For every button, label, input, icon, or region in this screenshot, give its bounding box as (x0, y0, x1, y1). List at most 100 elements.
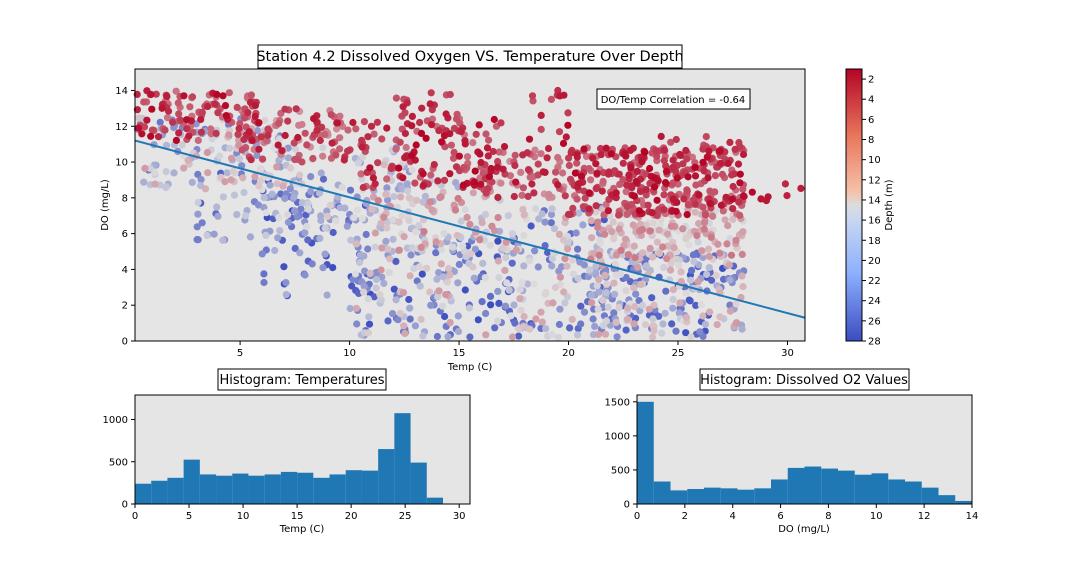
scatter-point (672, 207, 680, 215)
scatter-point (532, 315, 540, 323)
scatter-point (629, 221, 637, 229)
scatter-point (428, 206, 436, 214)
scatter-point (494, 237, 502, 245)
scatter-point (427, 171, 435, 179)
scatter-point (510, 301, 518, 309)
scatter-point (438, 246, 446, 254)
scatter-point (611, 260, 620, 268)
x-tick-label: 10 (870, 511, 883, 522)
scatter-point (651, 183, 659, 191)
scatter-point (309, 154, 317, 163)
x-tick-label: 30 (781, 348, 794, 359)
scatter-point (554, 181, 562, 189)
scatter-point (332, 151, 340, 159)
scatter-point (655, 226, 663, 234)
scatter-point (442, 110, 450, 118)
scatter-point (635, 207, 643, 215)
colorbar-tick-label: 6 (868, 115, 874, 126)
scatter-point (219, 236, 227, 244)
scatter-point (390, 192, 398, 201)
scatter-point (225, 89, 233, 97)
scatter-point (371, 229, 379, 237)
scatter-point (484, 152, 492, 160)
scatter-point (437, 260, 445, 268)
temp-hist-title: Histogram: Temperatures (219, 373, 384, 388)
scatter-point (358, 136, 366, 144)
scatter-point (526, 325, 534, 333)
scatter-point (175, 129, 183, 137)
colorbar-tick-label: 12 (868, 175, 881, 186)
scatter-point (524, 280, 532, 288)
scatter-point (395, 218, 403, 226)
scatter-point (559, 236, 568, 244)
scatter-point (520, 232, 528, 240)
scatter-point (380, 279, 388, 287)
scatter-point (783, 192, 791, 200)
scatter-point (291, 207, 299, 215)
scatter-point (575, 180, 583, 188)
scatter-point (675, 309, 683, 317)
scatter-point (400, 322, 408, 330)
histogram-bar (888, 479, 905, 504)
scatter-point (695, 219, 703, 228)
scatter-point (653, 196, 661, 204)
scatter-point (485, 136, 493, 144)
scatter-point (619, 176, 627, 184)
scatter-point (438, 138, 446, 146)
scatter-point (197, 128, 205, 136)
scatter-point (255, 145, 263, 153)
scatter-point (630, 320, 638, 328)
scatter-point (426, 288, 434, 296)
scatter-point (323, 291, 331, 299)
scatter-point (378, 244, 386, 252)
scatter-point (718, 170, 727, 178)
scatter-point (346, 304, 354, 313)
scatter-point (518, 191, 526, 199)
scatter-point (716, 147, 724, 155)
scatter-point (455, 152, 463, 160)
x-tick-label: 4 (730, 511, 736, 522)
scatter-point (520, 322, 528, 330)
histogram-bar (821, 468, 838, 504)
scatter-point (449, 154, 458, 162)
scatter-point (569, 270, 578, 278)
scatter-point (453, 231, 461, 240)
scatter-point (617, 246, 625, 254)
scatter-point (279, 182, 287, 190)
scatter-point (554, 86, 562, 95)
scatter-point (177, 116, 185, 124)
scatter-point (383, 175, 391, 183)
scatter-point (235, 136, 243, 144)
scatter-point (466, 220, 474, 228)
scatter-point (709, 212, 717, 220)
scatter-point (281, 194, 289, 203)
scatter-point (479, 259, 487, 267)
scatter-point (227, 154, 236, 162)
colorbar-label: Depth (m) (884, 179, 895, 230)
scatter-point (694, 238, 702, 246)
scatter-point (301, 229, 309, 237)
scatter-point (661, 309, 669, 317)
scatter-point (688, 153, 697, 161)
scatter-point (669, 295, 677, 303)
scatter-point (225, 131, 233, 139)
scatter-point (689, 251, 698, 259)
scatter-point (615, 303, 623, 312)
scatter-point (532, 205, 540, 213)
scatter-point (219, 193, 227, 201)
scatter-point (411, 322, 419, 330)
scatter-point (707, 233, 715, 241)
scatter-point (634, 263, 642, 271)
scatter-point (549, 299, 557, 307)
scatter-point (257, 133, 265, 141)
scatter-point (446, 170, 454, 178)
scatter-point (512, 178, 520, 186)
scatter-point (194, 136, 202, 144)
scatter-point (408, 112, 416, 120)
scatter-point (251, 173, 259, 181)
scatter-point (659, 243, 667, 251)
scatter-point (588, 299, 596, 307)
scatter-point (676, 150, 684, 159)
correlation-annotation: DO/Temp Correlation = -0.64 (601, 95, 746, 106)
scatter-point (336, 112, 344, 120)
